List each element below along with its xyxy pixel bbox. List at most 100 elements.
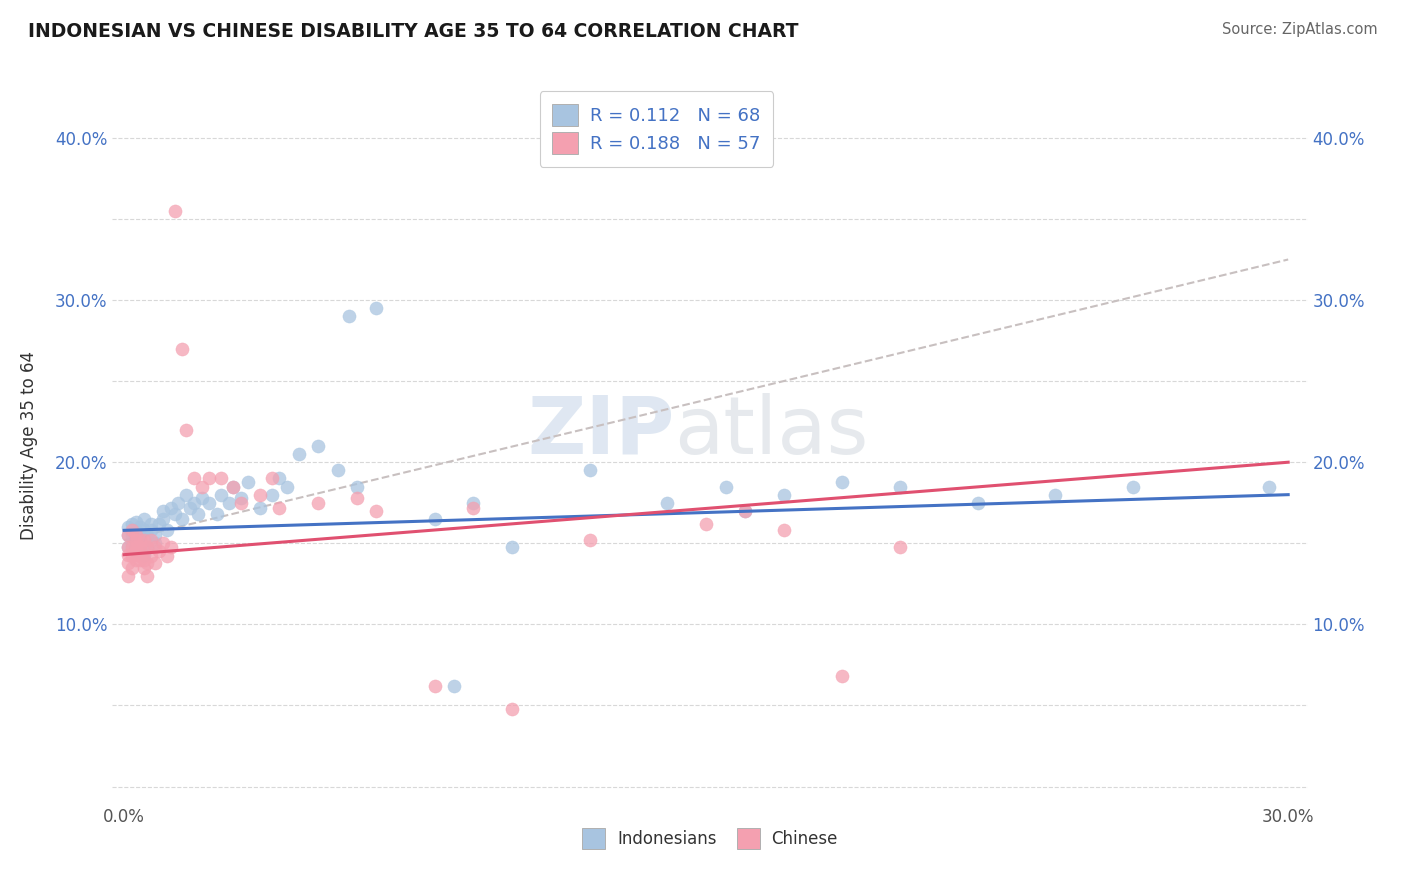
Point bbox=[136, 528, 159, 542]
Point bbox=[136, 540, 159, 554]
Point bbox=[117, 548, 139, 562]
Point bbox=[148, 516, 170, 531]
Point bbox=[366, 504, 388, 518]
Point bbox=[423, 679, 446, 693]
Point bbox=[128, 520, 150, 534]
Point bbox=[831, 475, 853, 489]
Point bbox=[578, 533, 600, 547]
Point bbox=[125, 533, 148, 547]
Point bbox=[125, 524, 148, 538]
Point bbox=[121, 540, 143, 554]
Point bbox=[117, 520, 139, 534]
Point bbox=[207, 507, 229, 521]
Point bbox=[152, 512, 174, 526]
Point bbox=[346, 479, 368, 493]
Point bbox=[143, 556, 166, 570]
Point bbox=[501, 702, 523, 716]
Point bbox=[889, 479, 911, 493]
Point bbox=[128, 540, 150, 554]
Point bbox=[125, 544, 148, 558]
Point bbox=[463, 496, 485, 510]
Point bbox=[141, 549, 163, 564]
Point bbox=[132, 548, 155, 562]
Point bbox=[125, 540, 148, 554]
Point bbox=[152, 504, 174, 518]
Point bbox=[174, 488, 197, 502]
Point bbox=[121, 528, 143, 542]
Point bbox=[152, 536, 174, 550]
Point bbox=[198, 471, 221, 485]
Point bbox=[1257, 479, 1279, 493]
Point bbox=[117, 568, 139, 582]
Point bbox=[121, 516, 143, 531]
Point bbox=[222, 479, 245, 493]
Point bbox=[117, 540, 139, 554]
Text: Source: ZipAtlas.com: Source: ZipAtlas.com bbox=[1222, 22, 1378, 37]
Point bbox=[229, 496, 252, 510]
Point bbox=[831, 669, 853, 683]
Point bbox=[132, 533, 155, 547]
Point bbox=[136, 540, 159, 554]
Point bbox=[229, 491, 252, 505]
Point bbox=[463, 500, 485, 515]
Point bbox=[501, 540, 523, 554]
Point bbox=[657, 496, 679, 510]
Point bbox=[346, 491, 368, 505]
Point bbox=[132, 544, 155, 558]
Point bbox=[578, 463, 600, 477]
Point bbox=[714, 479, 737, 493]
Point bbox=[198, 496, 221, 510]
Point bbox=[209, 488, 232, 502]
Point bbox=[269, 471, 291, 485]
Point bbox=[141, 524, 163, 538]
Point bbox=[125, 528, 148, 542]
Point bbox=[128, 549, 150, 564]
Point bbox=[174, 423, 197, 437]
Point bbox=[117, 528, 139, 542]
Point bbox=[172, 512, 194, 526]
Point bbox=[121, 549, 143, 564]
Point bbox=[125, 533, 148, 547]
Point bbox=[734, 504, 756, 518]
Point bbox=[172, 342, 194, 356]
Point bbox=[238, 475, 260, 489]
Point bbox=[117, 540, 139, 554]
Legend: Indonesians, Chinese: Indonesians, Chinese bbox=[572, 818, 848, 859]
Point bbox=[187, 507, 209, 521]
Point bbox=[443, 679, 465, 693]
Point bbox=[183, 496, 205, 510]
Point bbox=[190, 491, 212, 505]
Point bbox=[141, 516, 163, 531]
Point bbox=[695, 516, 717, 531]
Text: INDONESIAN VS CHINESE DISABILITY AGE 35 TO 64 CORRELATION CHART: INDONESIAN VS CHINESE DISABILITY AGE 35 … bbox=[28, 22, 799, 41]
Point bbox=[128, 533, 150, 547]
Point bbox=[125, 544, 148, 558]
Point bbox=[269, 500, 291, 515]
Point bbox=[132, 560, 155, 574]
Point bbox=[209, 471, 232, 485]
Point bbox=[190, 479, 212, 493]
Point bbox=[423, 512, 446, 526]
Point bbox=[167, 496, 190, 510]
Point bbox=[132, 512, 155, 526]
Point bbox=[141, 533, 163, 547]
Point bbox=[307, 439, 329, 453]
Point bbox=[143, 528, 166, 542]
Text: atlas: atlas bbox=[675, 392, 869, 471]
Point bbox=[148, 544, 170, 558]
Text: ZIP: ZIP bbox=[527, 392, 675, 471]
Point bbox=[121, 536, 143, 550]
Point bbox=[159, 500, 181, 515]
Point bbox=[326, 463, 349, 477]
Point bbox=[249, 500, 271, 515]
Point bbox=[117, 556, 139, 570]
Point bbox=[772, 488, 794, 502]
Point bbox=[734, 504, 756, 518]
Point bbox=[128, 528, 150, 542]
Point bbox=[218, 496, 240, 510]
Point bbox=[179, 500, 201, 515]
Point bbox=[143, 540, 166, 554]
Point bbox=[366, 301, 388, 315]
Point bbox=[307, 496, 329, 510]
Point bbox=[156, 524, 179, 538]
